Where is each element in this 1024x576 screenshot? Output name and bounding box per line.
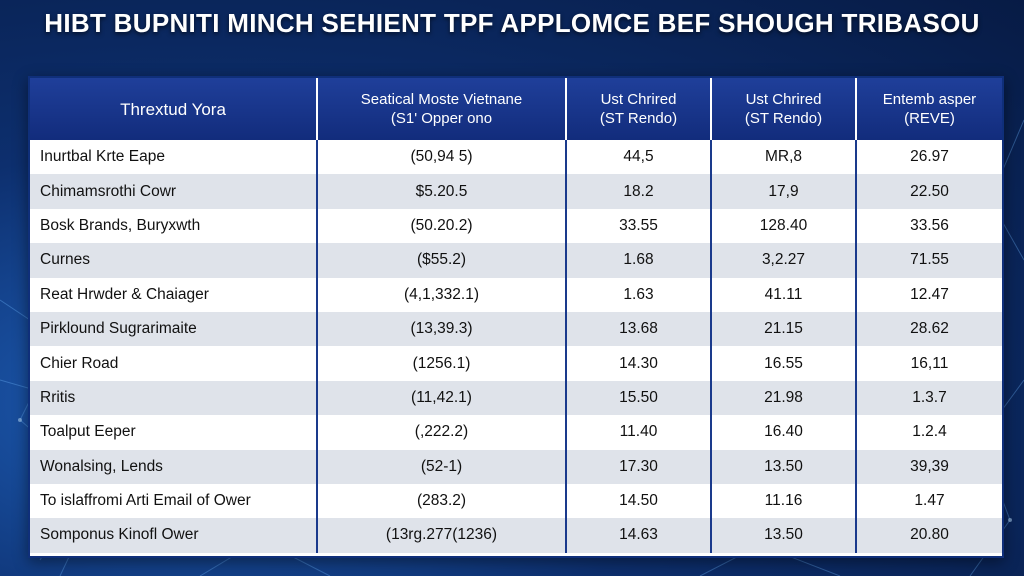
value-cell: 15.50 xyxy=(565,380,711,416)
row-label-cell: Curnes xyxy=(30,243,317,278)
column-header-label: Thrextud Yora xyxy=(120,99,226,119)
table-row: Somponus Kinofl Ower (13rg.277(1236) 14.63… xyxy=(30,518,1002,553)
column-header-sublabel: (REVE) xyxy=(904,110,955,127)
value-cell: 39,39 xyxy=(855,449,1002,484)
value-cell: 22.50 xyxy=(855,174,1002,209)
table-row: Inurtbal Krte Eape (50,94 5) 44,5 MR,8 26.97 xyxy=(30,140,1002,175)
data-table: Thrextud Yora Seatical Moste Vietnane (S1… xyxy=(30,78,1002,553)
value-cell: (283.2) xyxy=(316,483,566,519)
value-cell: 14.63 xyxy=(565,518,711,553)
table-row: Wonalsing, Lends (52-1) 17.30 13.50 39,39 xyxy=(30,449,1002,484)
table-row: Reat Hrwder & Chaiager (4,1,332.1) 1.63 41.… xyxy=(30,277,1002,312)
value-cell: (52-1) xyxy=(316,449,566,484)
value-cell: 13.50 xyxy=(710,449,856,484)
value-cell: (11,42.1) xyxy=(316,380,566,416)
row-label-cell: To islaffromi Arti Email of Ower xyxy=(30,483,317,519)
value-cell: 128.40 xyxy=(710,208,856,244)
column-header: Ust Chrired (ST Rendo) xyxy=(710,78,856,140)
column-header-label: Ust Chrired xyxy=(745,91,822,108)
value-cell: (13,39.3) xyxy=(316,311,566,347)
value-cell: 11.16 xyxy=(710,483,856,519)
column-header: Ust Chrired (ST Rendo) xyxy=(565,78,711,140)
value-cell: 71.55 xyxy=(855,243,1002,278)
value-cell: (50,94 5) xyxy=(316,140,566,175)
value-cell: 14.30 xyxy=(565,346,711,381)
row-label-cell: Inurtbal Krte Eape xyxy=(30,140,317,175)
table-row: To islaffromi Arti Email of Ower (283.2) 1… xyxy=(30,483,1002,519)
column-header-label: Entemb asper xyxy=(882,91,977,108)
value-cell: 3,2.27 xyxy=(710,243,856,278)
table-row: Chier Road (1256.1) 14.30 16.55 16,11 xyxy=(30,346,1002,381)
value-cell: 41.11 xyxy=(710,277,856,312)
value-cell: 1.68 xyxy=(565,243,711,278)
value-cell: MR,8 xyxy=(710,140,856,175)
column-header: Seatical Moste Vietnane (S1' Opper ono xyxy=(316,78,566,140)
row-label-cell: Toalput Eeper xyxy=(30,415,317,450)
column-header-sublabel: (ST Rendo) xyxy=(599,110,678,127)
data-table-container: Thrextud Yora Seatical Moste Vietnane (S1… xyxy=(28,76,1004,558)
row-label-cell: Reat Hrwder & Chaiager xyxy=(30,277,317,312)
column-header: Thrextud Yora xyxy=(30,78,317,140)
value-cell: 13.68 xyxy=(565,311,711,347)
table-body: Inurtbal Krte Eape (50,94 5) 44,5 MR,8 26.97… xyxy=(30,140,1002,553)
value-cell: (4,1,332.1) xyxy=(316,277,566,312)
value-cell: 11.40 xyxy=(565,415,711,450)
value-cell: 17,9 xyxy=(710,174,856,209)
column-header-sublabel: (ST Rendo) xyxy=(744,110,823,127)
value-cell: 26.97 xyxy=(855,140,1002,175)
table-header-row: Thrextud Yora Seatical Moste Vietnane (S1… xyxy=(30,78,1002,140)
value-cell: 13.50 xyxy=(710,518,856,553)
value-cell: 20.80 xyxy=(855,518,1002,553)
value-cell: 16,11 xyxy=(855,346,1002,381)
value-cell: 18.2 xyxy=(565,174,711,209)
value-cell: 17.30 xyxy=(565,449,711,484)
value-cell: 1.3.7 xyxy=(855,380,1002,416)
value-cell: 28.62 xyxy=(855,311,1002,347)
value-cell: 44,5 xyxy=(565,140,711,175)
column-header-sublabel: (S1' Opper ono xyxy=(390,110,493,127)
table-row: Bosk Brands, Buryxwth (50.20.2) 33.55 128.4… xyxy=(30,208,1002,244)
value-cell: 1.2.4 xyxy=(855,415,1002,450)
table-row: Pirklound Sugrarimaite (13,39.3) 13.68 21.1… xyxy=(30,311,1002,347)
column-header: Entemb asper (REVE) xyxy=(855,78,1002,140)
value-cell: 21.98 xyxy=(710,380,856,416)
row-label-cell: Rritis xyxy=(30,380,317,416)
value-cell: ($55.2) xyxy=(316,243,566,278)
value-cell: 33.56 xyxy=(855,208,1002,244)
value-cell: 33.55 xyxy=(565,208,711,244)
value-cell: 21.15 xyxy=(710,311,856,347)
value-cell: 16.40 xyxy=(710,415,856,450)
value-cell: 1.63 xyxy=(565,277,711,312)
column-header-label: Seatical Moste Vietnane xyxy=(360,91,523,108)
column-header-label: Ust Chrired xyxy=(600,91,677,108)
row-label-cell: Bosk Brands, Buryxwth xyxy=(30,208,317,244)
page-title: HIBT BUPNITI MINCH SEHIENT TPF APPLOMCE … xyxy=(44,8,980,38)
table-row: Rritis (11,42.1) 15.50 21.98 1.3.7 xyxy=(30,380,1002,416)
value-cell: (,222.2) xyxy=(316,415,566,450)
table-row: Curnes ($55.2) 1.68 3,2.27 71.55 xyxy=(30,243,1002,278)
value-cell: (50.20.2) xyxy=(316,208,566,244)
value-cell: 14.50 xyxy=(565,483,711,519)
row-label-cell: Wonalsing, Lends xyxy=(30,449,317,484)
value-cell: $5.20.5 xyxy=(316,174,566,209)
table-row: Chimamsrothi Cowr $5.20.5 18.2 17,9 22.50 xyxy=(30,174,1002,209)
value-cell: (13rg.277(1236) xyxy=(316,518,566,553)
value-cell: 1.47 xyxy=(855,483,1002,519)
row-label-cell: Pirklound Sugrarimaite xyxy=(30,311,317,347)
row-label-cell: Chimamsrothi Cowr xyxy=(30,174,317,209)
value-cell: (1256.1) xyxy=(316,346,566,381)
value-cell: 16.55 xyxy=(710,346,856,381)
table-row: Toalput Eeper (,222.2) 11.40 16.40 1.2.4 xyxy=(30,415,1002,450)
row-label-cell: Chier Road xyxy=(30,346,317,381)
value-cell: 12.47 xyxy=(855,277,1002,312)
row-label-cell: Somponus Kinofl Ower xyxy=(30,518,317,553)
